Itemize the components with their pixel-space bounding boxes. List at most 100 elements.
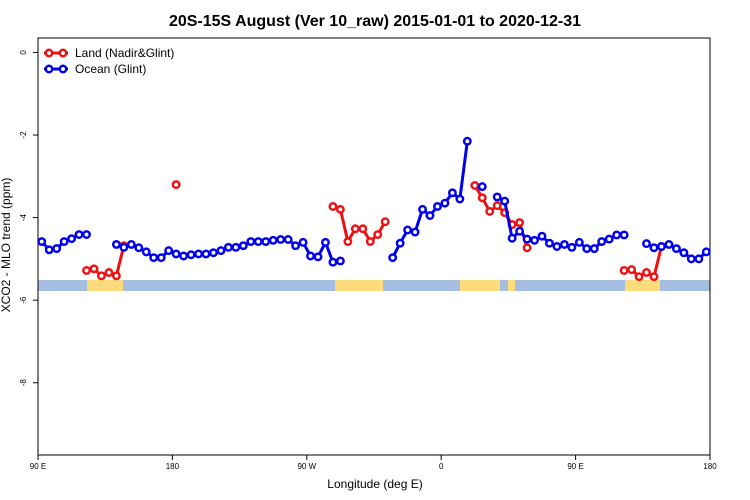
data-point: [67, 234, 77, 244]
data-point: [388, 253, 398, 263]
legend-marker: [58, 64, 68, 74]
data-point: [380, 217, 390, 227]
data-point: [403, 225, 413, 235]
data-point: [283, 235, 293, 244]
data-point: [335, 204, 345, 214]
data-point: [97, 271, 106, 281]
data-point: [545, 238, 554, 248]
data-point: [567, 242, 577, 252]
data-point: [619, 265, 629, 275]
data-point: [701, 247, 711, 257]
data-point: [238, 241, 248, 251]
data-point: [59, 237, 69, 246]
data-point: [119, 242, 129, 252]
x-tick-label: 180: [166, 462, 180, 471]
data-point: [358, 224, 368, 234]
data-point: [604, 234, 614, 244]
data-point: [582, 244, 592, 254]
data-point: [104, 268, 114, 277]
data-point: [223, 242, 233, 252]
data-point: [126, 239, 136, 249]
data-point: [679, 248, 689, 258]
y-tick-label: -6: [19, 296, 28, 304]
data-point: [74, 230, 84, 239]
data-point: [522, 243, 532, 253]
data-point: [447, 188, 457, 198]
data-point: [82, 230, 91, 239]
data-point: [89, 264, 99, 274]
data-point: [179, 251, 189, 261]
y-tick-label: -8: [19, 379, 28, 387]
data-point: [694, 254, 704, 264]
data-point: [470, 180, 480, 190]
data-point: [111, 271, 121, 281]
data-point: [410, 227, 420, 237]
data-point: [559, 239, 569, 249]
legend-marker: [44, 64, 54, 74]
data-point: [589, 244, 599, 254]
data-point: [574, 237, 584, 247]
data-point: [492, 201, 502, 211]
data-point: [261, 237, 271, 246]
data-point: [328, 202, 338, 211]
data-point: [395, 238, 405, 248]
data-point: [612, 230, 622, 240]
data-point: [350, 224, 360, 234]
x-tick-label: 180: [703, 462, 717, 471]
data-point: [597, 237, 607, 246]
data-point: [365, 237, 375, 246]
data-point: [418, 204, 427, 214]
data-point: [425, 211, 435, 220]
land-band: [625, 280, 660, 291]
land-band: [460, 280, 500, 291]
x-tick-label: 90 W: [297, 462, 316, 471]
data-point: [298, 237, 308, 247]
data-point: [515, 218, 525, 228]
data-point: [253, 237, 263, 246]
data-point: [500, 196, 510, 206]
legend-marker: [58, 48, 68, 58]
data-point: [619, 230, 629, 240]
data-point: [343, 237, 353, 246]
data-point: [552, 242, 562, 251]
data-point: [657, 242, 666, 251]
data-point: [209, 248, 218, 258]
data-point: [141, 247, 151, 257]
x-axis-label: Longitude (deg E): [327, 477, 422, 491]
data-point: [37, 237, 47, 246]
data-point: [231, 242, 241, 252]
x-tick-label: 90 E: [567, 462, 583, 471]
data-point: [291, 241, 301, 251]
land-band: [508, 280, 515, 291]
data-point: [156, 253, 166, 263]
y-tick-label: -4: [19, 213, 28, 221]
series-line: [86, 184, 663, 279]
y-tick-label: -2: [19, 131, 28, 139]
chart-title: 20S-15S August (Ver 10_raw) 2015-01-01 t…: [169, 13, 581, 30]
x-tick-label: 90 E: [30, 462, 46, 471]
data-point: [477, 193, 487, 203]
x-tick-label: 0: [439, 462, 444, 471]
legend-marker: [44, 48, 54, 58]
data-point: [507, 233, 517, 243]
data-point: [276, 235, 286, 244]
data-point: [313, 252, 323, 262]
data-point: [246, 237, 256, 246]
data-point: [321, 237, 330, 247]
data-point: [164, 246, 174, 256]
surface-band: [38, 280, 710, 291]
legend-label: Land (Nadir&Glint): [75, 46, 174, 60]
land-band: [87, 280, 123, 291]
data-point: [492, 192, 502, 202]
data-point: [515, 226, 525, 236]
data-point: [171, 180, 181, 190]
data-point: [671, 244, 681, 254]
data-point: [462, 136, 472, 146]
data-point: [335, 256, 345, 266]
data-point: [194, 249, 203, 259]
data-point: [634, 272, 644, 282]
data-point: [530, 235, 539, 245]
legend-label: Ocean (Glint): [75, 62, 146, 76]
data-point: [186, 250, 196, 260]
